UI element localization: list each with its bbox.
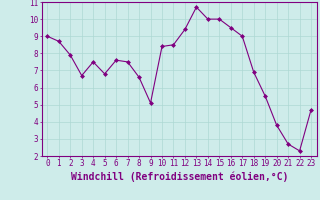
X-axis label: Windchill (Refroidissement éolien,°C): Windchill (Refroidissement éolien,°C) <box>70 171 288 182</box>
